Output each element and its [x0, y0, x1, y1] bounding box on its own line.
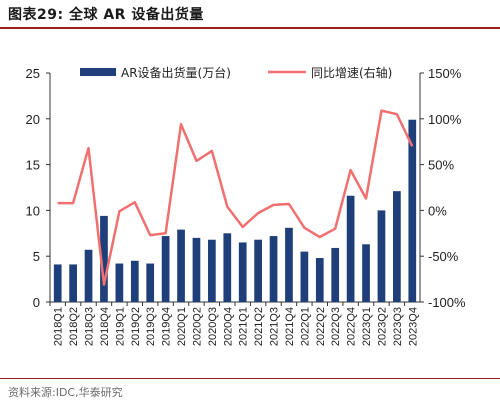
x-tick-label: 2022Q4 [346, 307, 358, 346]
x-tick-label: 2021Q2 [253, 307, 265, 346]
x-tick-label: 2020Q4 [222, 307, 234, 346]
title-rule [0, 27, 500, 29]
bar [269, 236, 278, 302]
y-left-tick-label: 25 [26, 66, 40, 81]
x-tick-label: 2019Q4 [161, 307, 173, 346]
y-right-tick-label: -100% [428, 295, 466, 310]
bar [146, 263, 155, 302]
bar [300, 251, 309, 302]
bar [53, 264, 62, 302]
source-note: 资料来源:IDC,华泰研究 [8, 386, 123, 399]
bar [69, 264, 77, 302]
x-tick-label: 2022Q3 [330, 307, 342, 346]
x-tick-label: 2019Q2 [130, 307, 142, 346]
bar [393, 191, 401, 302]
y-left-tick-label: 10 [26, 203, 40, 218]
y-left-tick-label: 5 [33, 249, 40, 264]
bar [285, 227, 293, 302]
x-tick-label: 2019Q3 [145, 307, 157, 346]
x-tick-label: 2021Q4 [284, 307, 296, 346]
x-tick-label: 2020Q2 [191, 307, 203, 346]
x-tick-label: 2018Q4 [99, 307, 111, 346]
legend-bar-swatch [80, 68, 116, 76]
y-right-tick-label: 0% [428, 203, 447, 218]
legend: AR设备出货量(万台) 同比增速(右轴) [80, 65, 392, 80]
bar [346, 195, 355, 302]
bar [115, 263, 124, 302]
bar [177, 229, 185, 302]
bar [331, 247, 340, 302]
x-tick-label: 2018Q3 [84, 307, 96, 346]
x-tick-label: 2021Q1 [238, 307, 250, 346]
legend-bar-label: AR设备出货量(万台) [121, 65, 231, 80]
x-tick-label: 2023Q1 [361, 307, 373, 346]
bar [84, 249, 93, 302]
figure-title: 图表29: 全球 AR 设备出货量 [8, 7, 204, 23]
y-left-tick-label: 0 [33, 295, 40, 310]
y-left-tick-label: 20 [26, 112, 40, 127]
footer-rule [0, 378, 500, 379]
bar [208, 239, 216, 302]
bar [223, 233, 232, 302]
y-right-tick-label: 50% [428, 158, 454, 173]
x-tick-label: 2022Q1 [299, 307, 311, 346]
y-right-tick-label: -50% [428, 249, 459, 264]
x-tick-label: 2023Q2 [376, 307, 388, 346]
y-right-tick-label: 150% [428, 66, 462, 81]
x-tick-label: 2020Q1 [176, 307, 188, 346]
x-tick-label: 2022Q2 [315, 307, 327, 346]
bar [362, 244, 370, 302]
bar [315, 258, 324, 302]
bar [130, 260, 139, 302]
y-left-tick-label: 15 [26, 158, 40, 173]
x-tick-label: 2019Q1 [114, 307, 126, 346]
y-right-tick-label: 100% [428, 112, 462, 127]
x-tick-label: 2023Q3 [392, 307, 404, 346]
bar [238, 242, 247, 302]
x-tick-label: 2020Q3 [207, 307, 219, 346]
bar [377, 210, 386, 302]
bar [100, 215, 108, 302]
bar [254, 239, 262, 302]
x-tick-label: 2018Q1 [53, 307, 65, 346]
growth-line [57, 109, 414, 286]
x-tick-label: 2018Q2 [68, 307, 80, 346]
bar [161, 236, 170, 302]
x-tick-label: 2021Q3 [269, 307, 281, 346]
x-tick-label: 2023Q4 [407, 307, 419, 346]
bar [408, 119, 417, 302]
legend-line-label: 同比增速(右轴) [311, 65, 392, 80]
bar [192, 237, 201, 302]
